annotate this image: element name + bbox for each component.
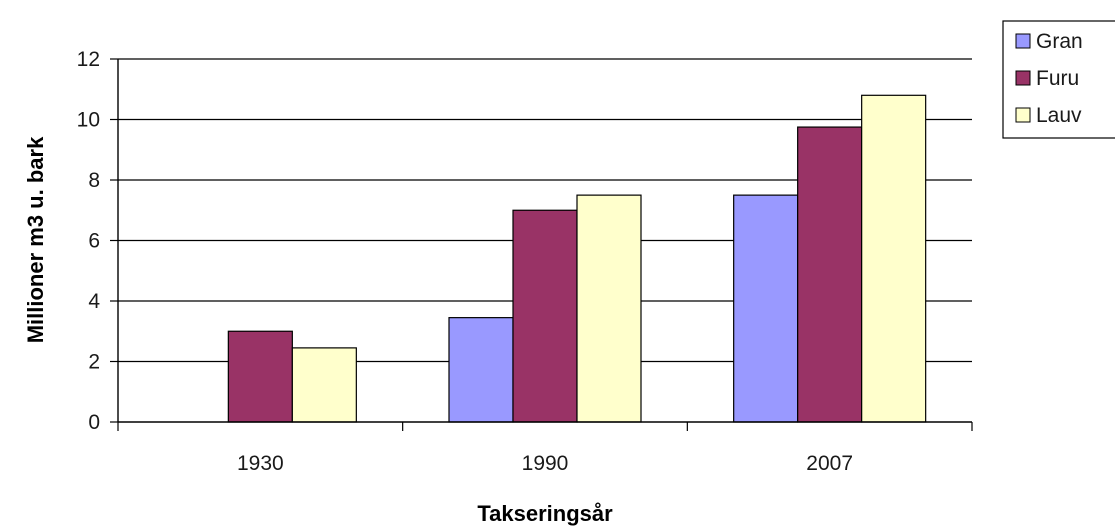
tick-labels: 0 2 4 6 8 10 12 1930 1990 2007	[77, 48, 853, 475]
y-axis-title: Millioner m3 u. bark	[23, 136, 48, 343]
bar-gran-2007	[733, 194, 799, 423]
bar-lauv-2007	[861, 94, 927, 423]
bars	[227, 94, 927, 423]
bar-lauv-1930	[291, 347, 357, 423]
x-tick-label: 1930	[237, 452, 284, 475]
legend-label-gran: Gran	[1036, 30, 1083, 53]
bar-lauv-1990	[576, 194, 642, 423]
bar-furu-2007	[797, 126, 863, 423]
legend-label-lauv: Lauv	[1036, 104, 1082, 127]
axes	[110, 58, 973, 431]
y-tick-label: 10	[77, 109, 100, 132]
y-tick-label: 2	[88, 351, 100, 374]
bar-gran-1990	[448, 317, 514, 423]
x-tick-label: 2007	[806, 452, 853, 475]
bar-furu-1930	[227, 330, 293, 423]
y-tick-label: 12	[77, 48, 100, 71]
y-tick-label: 4	[88, 290, 100, 313]
legend-label-furu: Furu	[1036, 67, 1079, 90]
x-tick-label: 1990	[522, 452, 569, 475]
y-tick-label: 6	[88, 230, 100, 253]
bar-furu-1990	[512, 209, 578, 423]
y-tick-label: 8	[88, 169, 100, 192]
x-axis-title: Takseringsår	[477, 501, 613, 526]
legend-swatch-furu	[1015, 70, 1031, 86]
legend-swatch-gran	[1015, 33, 1031, 49]
y-tick-label: 0	[88, 411, 100, 434]
legend-swatch-lauv	[1015, 107, 1031, 123]
legend: Gran Furu Lauv	[1002, 20, 1115, 139]
